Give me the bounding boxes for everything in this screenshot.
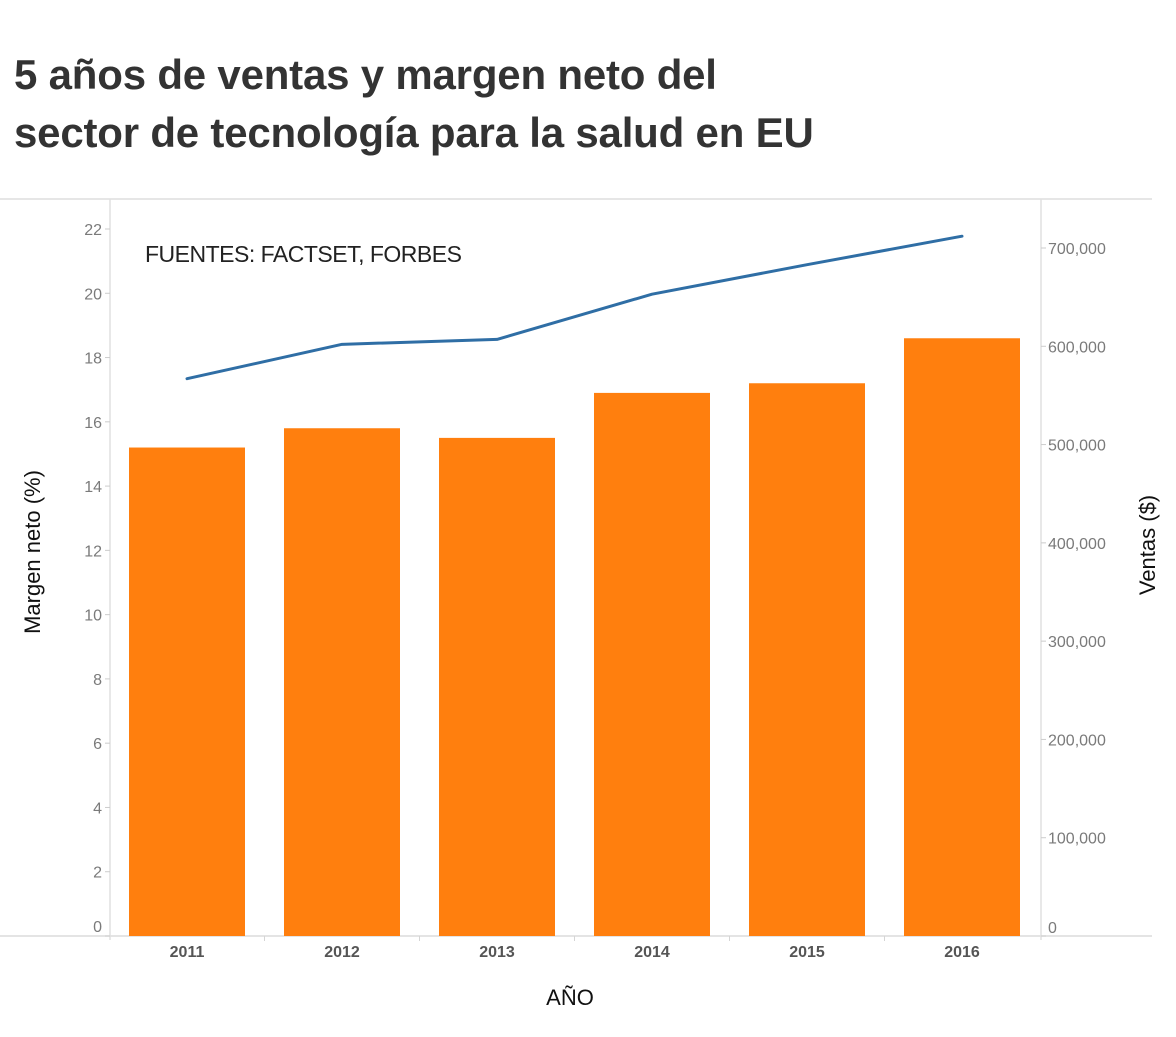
left-tick-label: 16: [84, 415, 102, 432]
bar-2014: [594, 392, 710, 936]
left-tick-label: 0: [93, 919, 102, 936]
right-tick-label: 700,000: [1048, 241, 1106, 258]
right-y-axis: 0 100,000 200,000 300,000 400,000 500,000 600,…: [1041, 241, 1106, 937]
x-axis: 2011 2012 2013 2014 2015 2016: [170, 936, 980, 961]
x-tick-label: 2013: [479, 944, 515, 961]
bar-2013: [439, 437, 555, 936]
right-tick-label: 300,000: [1048, 634, 1106, 651]
left-tick-label: 14: [84, 479, 102, 496]
right-tick-label: 400,000: [1048, 536, 1106, 553]
x-tick-label: 2015: [789, 944, 825, 961]
left-tick-label: 4: [93, 800, 102, 817]
left-tick-label: 8: [93, 672, 102, 689]
right-axis-title: Ventas ($): [1135, 495, 1160, 595]
left-tick-label: 10: [84, 608, 102, 625]
source-annotation: FUENTES: FACTSET, FORBES: [145, 241, 462, 267]
left-tick-label: 12: [84, 543, 102, 560]
left-tick-label: 20: [84, 286, 102, 303]
right-tick-label: 0: [1048, 920, 1057, 937]
right-tick-label: 600,000: [1048, 339, 1106, 356]
left-y-axis: 0 2 4 6 8 10 12 14 16 18 20 22: [84, 222, 110, 937]
right-tick-label: 200,000: [1048, 732, 1106, 749]
x-axis-title: AÑO: [546, 985, 594, 1010]
right-tick-label: 100,000: [1048, 831, 1106, 848]
left-tick-label: 6: [93, 736, 102, 753]
left-tick-label: 18: [84, 351, 102, 368]
chart-title: 5 años de ventas y margen neto del secto…: [14, 46, 1114, 162]
x-tick-label: 2016: [944, 944, 980, 961]
chart-title-line-2: sector de tecnología para la salud en EU: [14, 109, 814, 156]
bar-2016: [904, 338, 1020, 936]
bar-2011: [129, 447, 245, 936]
left-tick-label: 2: [93, 865, 102, 882]
bar-2015: [749, 383, 865, 937]
x-tick-label: 2012: [324, 944, 360, 961]
x-tick-label: 2011: [170, 944, 205, 961]
left-tick-label: 22: [84, 222, 102, 239]
chart-title-line-1: 5 años de ventas y margen neto del: [14, 51, 717, 98]
line-series-ventas: [185, 234, 964, 381]
right-tick-label: 500,000: [1048, 438, 1106, 455]
x-tick-label: 2014: [634, 944, 670, 961]
bar-2012: [284, 428, 400, 936]
bar-series-margen: [129, 338, 1020, 937]
left-axis-title: Margen neto (%): [20, 470, 45, 634]
